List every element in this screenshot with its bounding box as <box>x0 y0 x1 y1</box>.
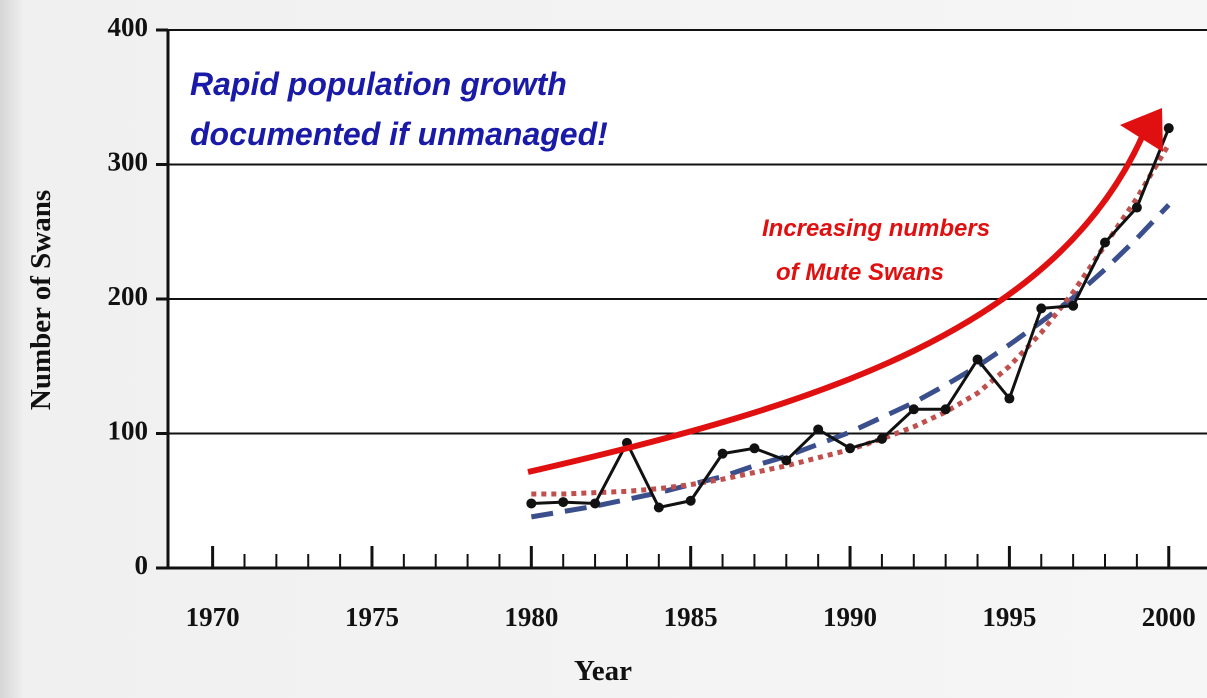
x-tick-label: 2000 <box>1142 602 1196 632</box>
data-point <box>845 443 856 454</box>
trend-arrow <box>527 126 1149 475</box>
annotation: of Mute Swans <box>776 259 944 286</box>
arrow-head <box>1120 108 1163 152</box>
annotation: Rapid population growth <box>190 66 567 102</box>
x-tick-label: 1970 <box>186 602 240 632</box>
data-point <box>749 443 760 454</box>
data-point <box>558 497 569 508</box>
data-point <box>908 404 919 415</box>
data-point <box>940 404 951 415</box>
y-tick-label: 0 <box>135 550 149 580</box>
data-point <box>653 502 664 513</box>
y-tick-label: 300 <box>108 147 149 177</box>
grid <box>156 28 1207 570</box>
x-tick-label: 1980 <box>504 602 558 632</box>
annotation: documented if unmanaged! <box>190 116 608 152</box>
x-tick-label: 1995 <box>982 602 1036 632</box>
data-point <box>972 354 983 365</box>
y-axis-label: Number of Swans <box>25 190 57 410</box>
data-point <box>1004 393 1015 404</box>
data-point <box>685 495 696 506</box>
series-layer <box>526 123 1174 520</box>
y-tick-label: 100 <box>108 416 149 446</box>
x-tick-label: 1985 <box>664 602 718 632</box>
data-point <box>526 498 537 509</box>
data-point <box>813 424 824 435</box>
data-point <box>1036 303 1047 314</box>
x-tick-label: 1990 <box>823 602 877 632</box>
data-point <box>717 448 728 459</box>
x-tick-label: 1975 <box>345 602 399 632</box>
data-point <box>1100 237 1111 248</box>
data-point <box>1131 202 1142 213</box>
data-point <box>1068 300 1079 311</box>
data-point <box>781 455 792 466</box>
y-tick-label: 200 <box>108 281 149 311</box>
data-point <box>876 433 887 444</box>
x-axis-label: Year <box>574 655 632 687</box>
annotation: Increasing numbers <box>762 215 990 242</box>
data-point <box>590 498 601 509</box>
y-tick-label: 400 <box>108 12 149 42</box>
data-point <box>1163 123 1174 134</box>
